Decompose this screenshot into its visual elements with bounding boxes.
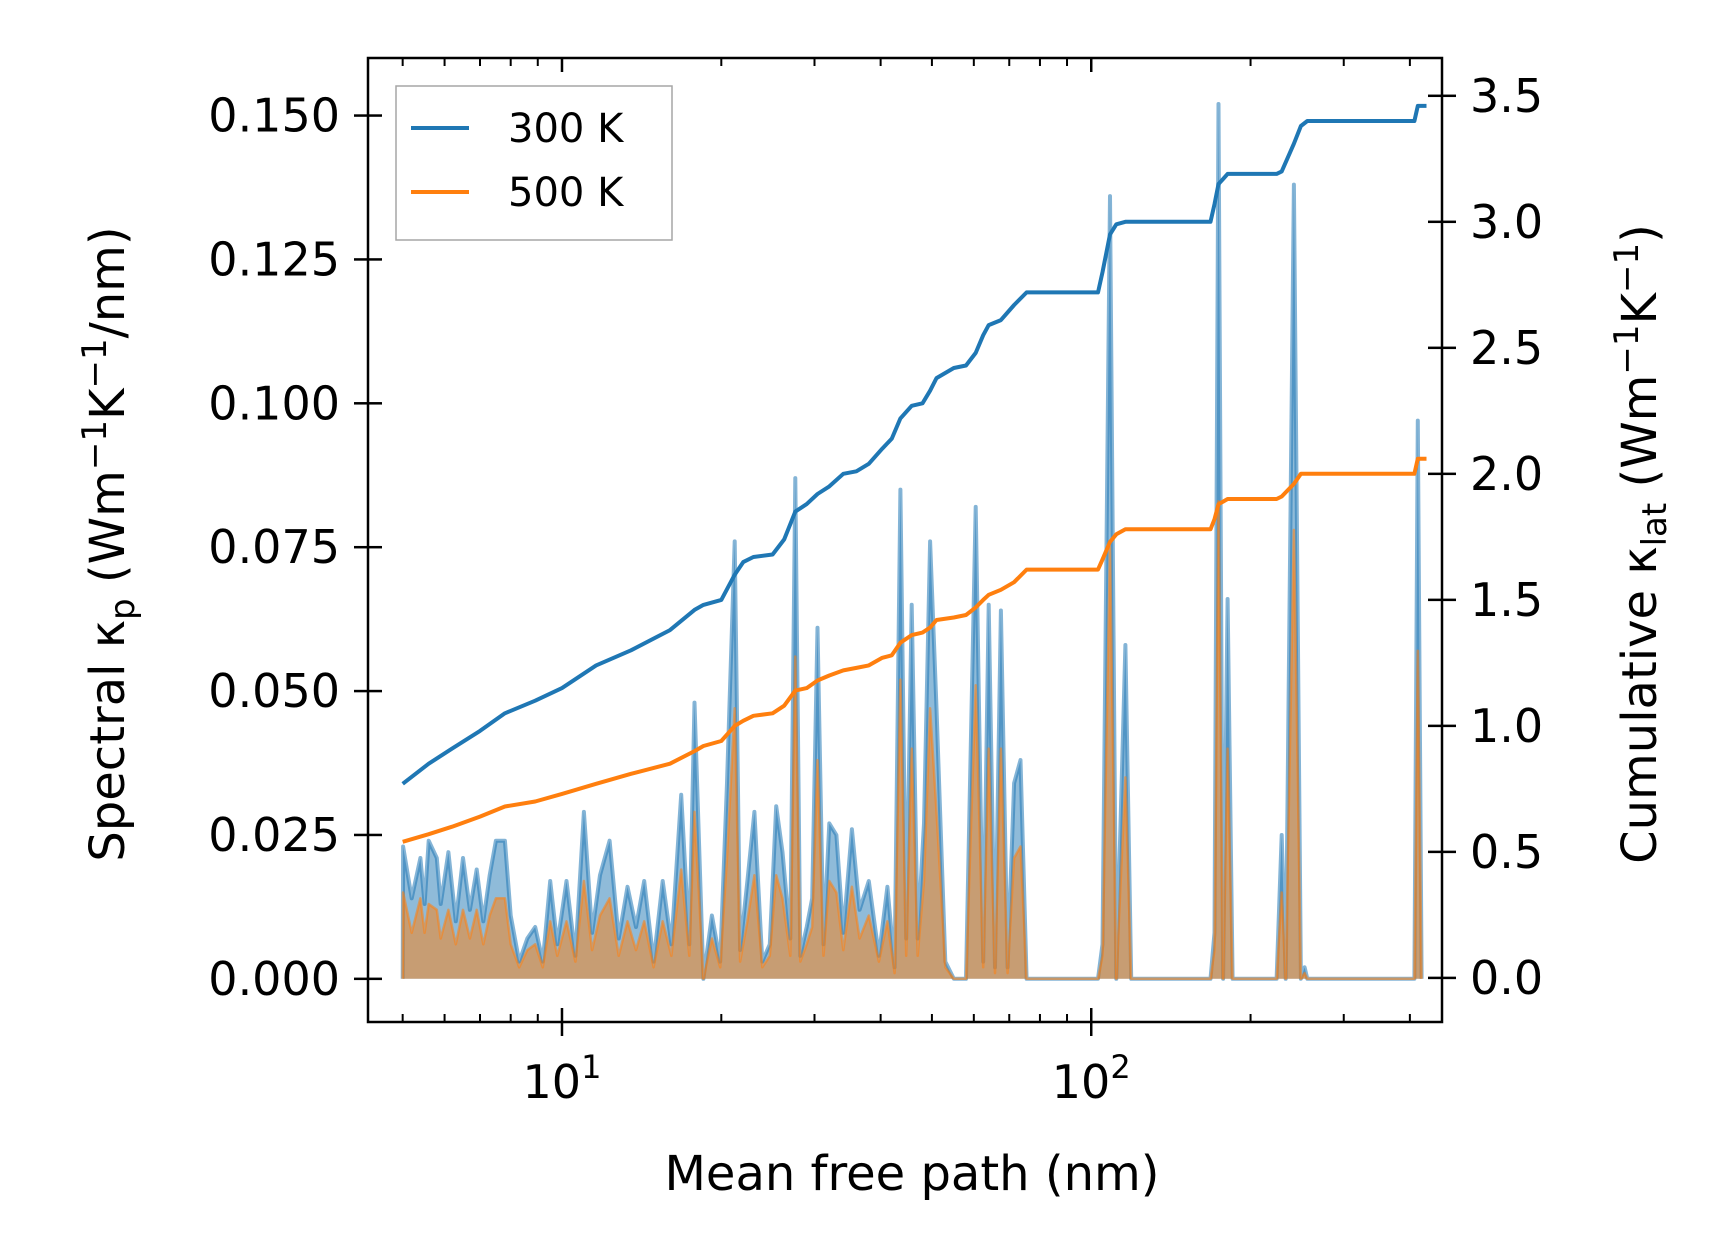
right-axis-title: Cumulative κlat (Wm−1K−1)	[1607, 224, 1675, 864]
x-tick-label: 102	[1052, 1048, 1131, 1109]
right-tick-label: 0.0	[1470, 951, 1543, 1005]
left-tick-label: 0.100	[208, 376, 340, 430]
left-tick-label: 0.000	[208, 952, 340, 1006]
x-tick-label-exponent: 2	[1110, 1048, 1130, 1086]
left-tick-label: 0.025	[208, 808, 340, 862]
left-axis-title: Spectral κp (Wm−1K−1/nm)	[75, 226, 143, 861]
x-axis-title: Mean free path (nm)	[665, 1146, 1160, 1202]
x-tick-label: 101	[523, 1048, 602, 1109]
right-axis-title-sup1: −1	[1607, 324, 1647, 374]
spectral-fill-layer	[400, 102, 1424, 981]
legend-label-500k: 500 K	[508, 170, 625, 216]
ticks	[354, 58, 1456, 1036]
plot-area	[400, 102, 1427, 981]
left-axis-title-prefix: Spectral κ	[80, 620, 136, 862]
right-axis-title-mid: K	[1612, 291, 1668, 324]
left-axis-title-suffix: (Wm	[80, 470, 136, 598]
right-tick-label: 0.5	[1470, 825, 1543, 879]
right-axis-title-end: )	[1612, 224, 1668, 243]
cumulative-line-500k	[402, 456, 1427, 844]
right-tick-label: 2.0	[1470, 447, 1543, 501]
right-tick-label: 3.5	[1470, 69, 1543, 123]
cumulative-line-300k	[401, 103, 1427, 786]
right-axis-title-sup2: −1	[1607, 243, 1647, 293]
left-tick-label: 0.050	[208, 664, 340, 718]
right-tick-label: 2.5	[1470, 321, 1543, 375]
left-axis-title-sup2: −1	[75, 338, 115, 388]
left-axis-title-sup1: −1	[75, 420, 115, 470]
legend-box	[395, 85, 673, 241]
spectral-line-500k	[401, 499, 1423, 981]
left-tick-label: 0.125	[208, 232, 340, 286]
x-tick-label-base: 10	[523, 1055, 582, 1109]
x-tick-label-exponent: 1	[581, 1048, 601, 1086]
left-axis-title-end: /nm)	[80, 226, 136, 338]
right-axis-title-suffix: (Wm	[1612, 375, 1668, 503]
right-tick-label: 1.0	[1470, 699, 1543, 753]
left-tick-label: 0.150	[208, 89, 340, 143]
right-axis-title-sub: lat	[1635, 503, 1675, 547]
left-axis-title-sub: p	[103, 598, 143, 620]
x-tick-label-base: 10	[1052, 1055, 1111, 1109]
left-tick-label: 0.075	[208, 520, 340, 574]
legend-label-300k: 300 K	[508, 106, 625, 152]
right-tick-label: 3.0	[1470, 195, 1543, 249]
right-axis-title-prefix: Cumulative κ	[1612, 546, 1668, 864]
legend: 300 K 500 K	[395, 85, 673, 241]
spectral-area-500k	[402, 501, 1422, 979]
line-layer	[401, 103, 1427, 844]
right-tick-label: 1.5	[1470, 573, 1543, 627]
plot-frame	[366, 56, 1444, 1024]
left-axis-title-mid: K	[80, 387, 136, 420]
axis-labels: 0.000 0.025 0.050 0.075 0.100 0.125 0.150 0.0 0.…	[208, 69, 1543, 1109]
